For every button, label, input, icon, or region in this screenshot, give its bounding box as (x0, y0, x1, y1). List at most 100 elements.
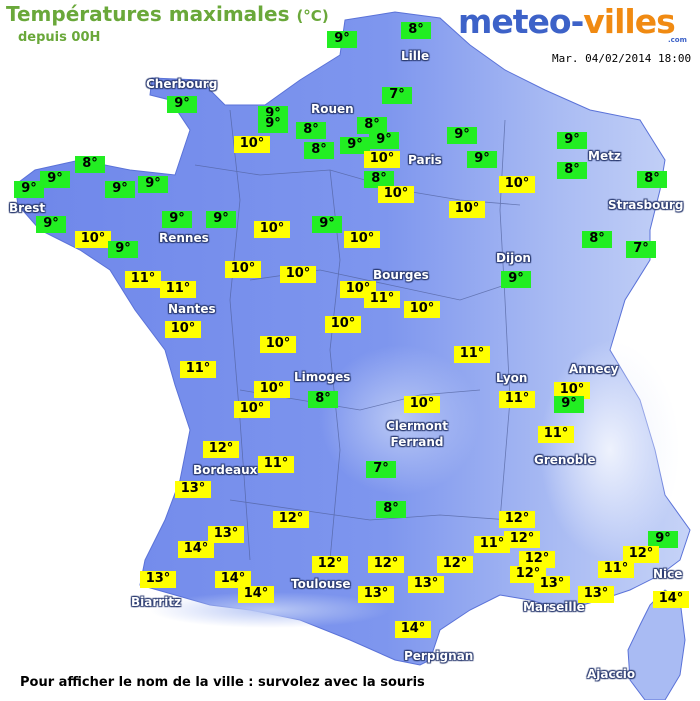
city-label: Rennes (159, 231, 209, 245)
temperature-badge[interactable]: 9° (648, 531, 678, 548)
temperature-badge[interactable]: 11° (160, 281, 196, 298)
temperature-badge[interactable]: 9° (14, 181, 44, 198)
temperature-badge[interactable]: 8° (582, 231, 612, 248)
temperature-badge[interactable]: 9° (258, 116, 288, 133)
temperature-badge[interactable]: 9° (501, 271, 531, 288)
temperature-badge[interactable]: 9° (557, 132, 587, 149)
site-logo[interactable]: meteo-villes (458, 2, 676, 41)
temperature-badge[interactable]: 9° (340, 137, 370, 154)
temperature-badge[interactable]: 11° (180, 361, 216, 378)
temperature-badge[interactable]: 10° (280, 266, 316, 283)
temperature-badge[interactable]: 11° (499, 391, 535, 408)
temperature-badge[interactable] (653, 656, 689, 673)
temperature-badge[interactable]: 10° (234, 401, 270, 418)
city-label: Toulouse (291, 577, 351, 591)
temperature-badge[interactable]: 10° (234, 136, 270, 153)
temperature-badge[interactable]: 12° (499, 511, 535, 528)
temperature-badge[interactable]: 14° (238, 586, 274, 603)
temperature-badge[interactable]: 7° (626, 241, 656, 258)
temperature-badge[interactable]: 10° (344, 231, 380, 248)
temperature-badge[interactable]: 8° (308, 391, 338, 408)
temperature-badge[interactable]: 10° (225, 261, 261, 278)
temperature-badge[interactable]: 14° (653, 591, 689, 608)
temperature-badge[interactable]: 9° (36, 216, 66, 233)
temperature-badge[interactable]: 8° (364, 171, 394, 188)
temperature-badge[interactable]: 13° (175, 481, 211, 498)
temperature-badge[interactable]: 9° (206, 211, 236, 228)
temperature-badge[interactable]: 13° (408, 576, 444, 593)
temperature-badge[interactable]: 11° (454, 346, 490, 363)
city-label: Brest (9, 201, 46, 215)
logo-part-2: villes (583, 2, 675, 41)
temperature-badge[interactable]: 11° (364, 291, 400, 308)
temperature-badge[interactable]: 9° (167, 96, 197, 113)
temperature-badge[interactable]: 9° (138, 176, 168, 193)
temperature-badge[interactable]: 12° (504, 531, 540, 548)
title-unit: (°C) (296, 7, 329, 25)
temperature-badge[interactable] (645, 684, 681, 701)
city-label: Annecy (569, 362, 619, 376)
temperature-badge[interactable]: 8° (557, 162, 587, 179)
temperature-badge[interactable]: 14° (395, 621, 431, 638)
temperature-badge[interactable]: 8° (75, 156, 105, 173)
temperature-badge[interactable]: 9° (447, 127, 477, 144)
temperature-badge[interactable]: 10° (254, 221, 290, 238)
temperature-badge[interactable]: 10° (404, 301, 440, 318)
temperature-badge[interactable]: 10° (554, 382, 590, 399)
city-label: Lille (401, 49, 430, 63)
temperature-badge[interactable]: 12° (273, 511, 309, 528)
temperature-badge[interactable]: 8° (304, 142, 334, 159)
temperature-badge[interactable]: 12° (203, 441, 239, 458)
temperature-badge[interactable]: 13° (358, 586, 394, 603)
temperature-badge[interactable]: 9° (162, 211, 192, 228)
temperature-badge[interactable]: 9° (108, 241, 138, 258)
temperature-badge[interactable]: 11° (125, 271, 161, 288)
temperature-badge[interactable]: 11° (538, 426, 574, 443)
temperature-badge[interactable]: 10° (260, 336, 296, 353)
city-label: Cherbourg (146, 77, 218, 91)
temperature-badge[interactable]: 9° (105, 181, 135, 198)
city-label: Ajaccio (587, 667, 636, 681)
temperature-badge[interactable]: 9° (327, 31, 357, 48)
temperature-badge[interactable]: 13° (208, 526, 244, 543)
temperature-badge[interactable]: 10° (75, 231, 111, 248)
temperature-badge[interactable]: 12° (368, 556, 404, 573)
temperature-badge[interactable]: 11° (474, 536, 510, 553)
temperature-badge[interactable]: 8° (357, 117, 387, 134)
temperature-badge[interactable]: 7° (366, 461, 396, 478)
temperature-badge[interactable]: 10° (325, 316, 361, 333)
temperature-badge[interactable]: 14° (215, 571, 251, 588)
temperature-badge[interactable]: 13° (534, 576, 570, 593)
temperature-badge[interactable]: 13° (140, 571, 176, 588)
temperature-badge[interactable]: 10° (449, 201, 485, 218)
temperature-badge[interactable]: 10° (364, 151, 400, 168)
temperature-badge[interactable]: 14° (178, 541, 214, 558)
temperature-badge[interactable]: 8° (376, 501, 406, 518)
temperature-badge[interactable]: 9° (40, 171, 70, 188)
temperature-badge[interactable]: 10° (165, 321, 201, 338)
temperature-badge[interactable]: 8° (296, 122, 326, 139)
temperature-badge[interactable]: 9° (312, 216, 342, 233)
city-label: Limoges (294, 370, 351, 384)
temperature-badge[interactable]: 12° (312, 556, 348, 573)
temperature-badge[interactable]: 10° (254, 381, 290, 398)
temperature-badge[interactable]: 9° (467, 151, 497, 168)
temperature-badge[interactable]: 7° (382, 87, 412, 104)
temperature-badge[interactable]: 11° (258, 456, 294, 473)
temperature-badge[interactable]: 9° (369, 132, 399, 149)
temperature-badge[interactable]: 10° (404, 396, 440, 413)
city-label: Marseille (523, 600, 585, 614)
city-label: Nice (653, 567, 683, 581)
temperature-badge[interactable]: 9° (554, 396, 584, 413)
temperature-badge[interactable]: 12° (437, 556, 473, 573)
temperature-badge[interactable]: 12° (519, 551, 555, 568)
temperature-badge[interactable]: 13° (578, 586, 614, 603)
temperature-badge[interactable]: 11° (598, 561, 634, 578)
temperature-badge[interactable]: 8° (637, 171, 667, 188)
temperature-badge[interactable]: 10° (378, 186, 414, 203)
temperature-badge[interactable]: 12° (623, 546, 659, 563)
temperature-badge[interactable]: 10° (499, 176, 535, 193)
temperature-badge[interactable]: 8° (401, 22, 431, 39)
